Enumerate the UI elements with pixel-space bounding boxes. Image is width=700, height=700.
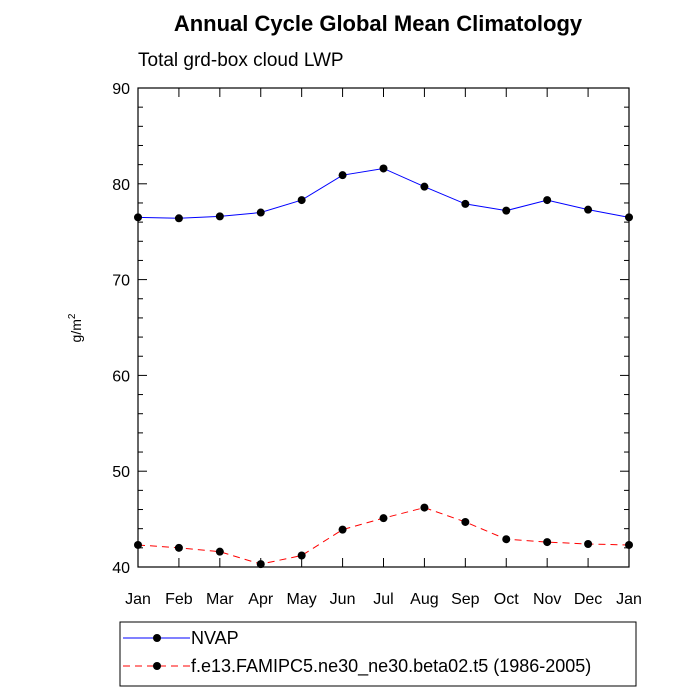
y-axis-label-superscript: 2	[67, 313, 78, 319]
data-point	[338, 525, 347, 534]
x-tick-label: Oct	[494, 591, 519, 608]
x-tick-label: Nov	[533, 591, 561, 608]
series-layer	[134, 164, 633, 569]
data-point	[338, 171, 347, 180]
y-axis-label: g/m2	[67, 313, 84, 342]
y-tick-label: 40	[112, 560, 130, 577]
data-point	[625, 540, 633, 549]
data-point	[174, 214, 183, 223]
series-line	[137, 167, 630, 219]
data-point	[584, 205, 593, 214]
legend-label: NVAP	[191, 628, 239, 648]
legend: NVAP f.e13.FAMIPC5.ne30_ne30.beta02.t5 (1…	[123, 628, 591, 677]
data-point	[134, 540, 142, 549]
data-point	[134, 213, 142, 222]
y-tick-label: 70	[112, 273, 130, 290]
y-axis-label-text: g/m	[68, 319, 84, 342]
x-tick-label: Apr	[248, 591, 274, 608]
data-point	[256, 560, 265, 569]
axes: Jan Feb Mar Apr May Jun Jul Aug Sep Oct Nov Dec Jan 4…	[112, 81, 642, 608]
y-tick-label: 80	[112, 177, 130, 194]
x-tick-label: Dec	[574, 591, 602, 608]
x-tick-label: Jan	[125, 591, 151, 608]
data-point	[420, 182, 429, 191]
series-1	[134, 164, 633, 223]
x-tick-label: Sep	[451, 591, 480, 608]
legend-label: f.e13.FAMIPC5.ne30_ne30.beta02.t5 (1986-…	[191, 656, 591, 677]
data-point	[584, 540, 593, 549]
data-point	[625, 213, 633, 222]
data-point	[420, 503, 429, 512]
data-point	[215, 547, 224, 556]
data-point	[379, 514, 388, 523]
chart-subtitle: Total grd-box cloud LWP	[138, 50, 344, 71]
x-tick-label: Feb	[165, 591, 193, 608]
data-point	[502, 206, 511, 215]
legend-marker	[153, 662, 161, 670]
x-tick-label: Jan	[616, 591, 642, 608]
data-point	[215, 212, 224, 221]
data-point	[502, 535, 511, 544]
x-tick-label: Jun	[330, 591, 356, 608]
data-point	[461, 199, 470, 208]
y-tick-label: 90	[112, 81, 130, 98]
data-point	[297, 551, 306, 560]
x-tick-label: Jul	[373, 591, 393, 608]
data-point	[461, 517, 470, 526]
y-tick-label: 60	[112, 368, 130, 385]
x-tick-label: Aug	[410, 591, 438, 608]
legend-box	[119, 621, 637, 687]
data-point	[543, 538, 552, 547]
legend-marker	[153, 634, 161, 642]
x-tick-label: May	[287, 591, 317, 608]
data-point	[297, 196, 306, 205]
x-tick-label: Mar	[206, 591, 234, 608]
data-point	[379, 164, 388, 173]
data-point	[174, 543, 183, 552]
y-tick-label: 50	[112, 464, 130, 481]
plot-frame	[137, 87, 630, 568]
data-point	[256, 208, 265, 217]
chart-title: Annual Cycle Global Mean Climatology	[174, 11, 583, 36]
data-point	[543, 196, 552, 205]
series-2	[134, 503, 633, 569]
